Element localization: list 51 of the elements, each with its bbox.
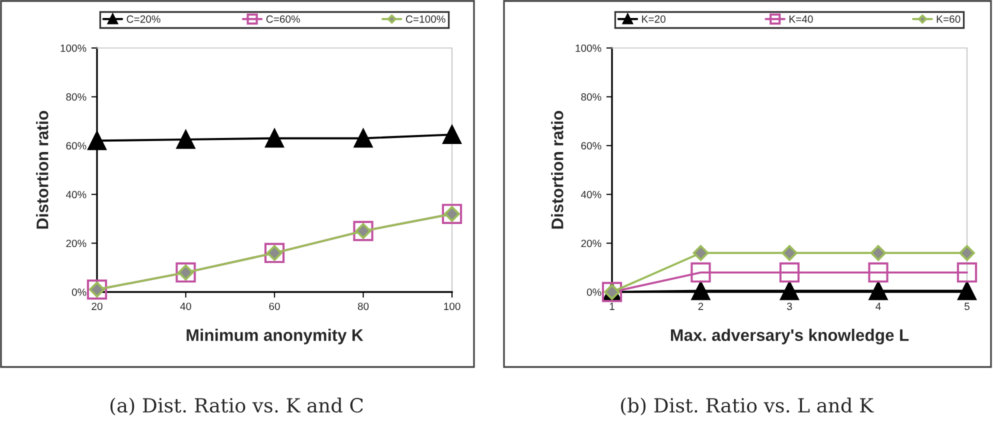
y-tick-label: 20% bbox=[66, 240, 86, 248]
y-tick-label: 60% bbox=[66, 142, 86, 150]
point bbox=[780, 281, 799, 300]
point bbox=[691, 281, 710, 300]
y-tick-label: 60% bbox=[581, 142, 602, 150]
x-axis-title: Minimum anonymity K bbox=[186, 328, 364, 344]
point bbox=[959, 245, 975, 261]
y-tick-label: 100% bbox=[576, 44, 602, 52]
y-tick-label: 0% bbox=[586, 288, 602, 296]
point bbox=[176, 130, 196, 149]
point bbox=[354, 128, 373, 148]
y-axis-title: Distortion ratio bbox=[551, 110, 564, 229]
legend-label: C=100% bbox=[406, 15, 446, 23]
x-tick-label: 2 bbox=[698, 302, 704, 310]
x-axis-title: Max. adversary's knowledge L bbox=[671, 328, 909, 344]
y-tick-label: 80% bbox=[581, 93, 602, 101]
text: (a) Dist. Ratio vs. K and C bbox=[110, 398, 363, 416]
legend-label: C=60% bbox=[266, 15, 300, 23]
y-axis-title: Distortion ratio bbox=[36, 110, 48, 229]
legend-label: C=20% bbox=[126, 15, 160, 23]
point bbox=[442, 125, 462, 144]
legend-label: K=20 bbox=[642, 15, 666, 23]
point bbox=[779, 262, 800, 283]
legend-label: K=40 bbox=[790, 15, 813, 23]
x-tick-label: 1 bbox=[610, 302, 614, 310]
x-tick-label: 3 bbox=[787, 302, 792, 310]
x-tick-label: 80 bbox=[358, 302, 369, 310]
x-tick-label: 40 bbox=[180, 302, 192, 310]
x-tick-label: 100 bbox=[444, 302, 460, 310]
text: (b) Dist. Ratio vs. L and K bbox=[621, 398, 874, 416]
point bbox=[265, 128, 284, 148]
x-tick-label: 20 bbox=[92, 302, 102, 310]
y-tick-label: 40% bbox=[66, 190, 86, 198]
point bbox=[782, 245, 798, 261]
legend-label: K=60 bbox=[936, 15, 960, 23]
x-tick-label: 4 bbox=[876, 302, 881, 310]
y-tick-label: 0% bbox=[72, 288, 86, 296]
point bbox=[88, 131, 106, 150]
point bbox=[690, 262, 711, 283]
y-tick-label: 100% bbox=[60, 44, 86, 52]
point bbox=[956, 262, 978, 283]
y-tick-label: 20% bbox=[581, 240, 602, 248]
point bbox=[868, 262, 888, 283]
point bbox=[868, 281, 888, 300]
point bbox=[692, 245, 709, 261]
x-tick-label: 60 bbox=[269, 302, 280, 310]
y-tick-label: 80% bbox=[66, 93, 86, 101]
point bbox=[958, 281, 976, 300]
point bbox=[870, 245, 886, 261]
x-tick-label: 5 bbox=[964, 302, 970, 310]
y-tick-label: 40% bbox=[580, 190, 602, 198]
